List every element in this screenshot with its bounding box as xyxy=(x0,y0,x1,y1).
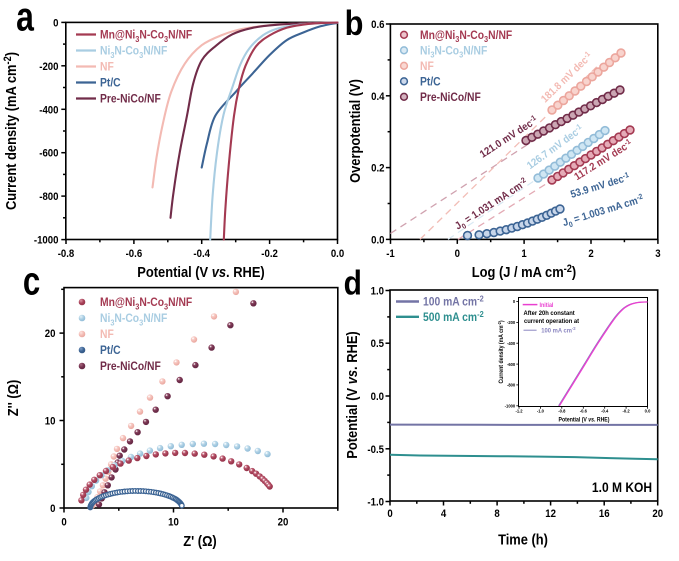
svg-text:Ni3​N-Co3​N/NF: Ni3​N-Co3​N/NF xyxy=(420,45,487,60)
svg-text:b: b xyxy=(345,3,364,42)
svg-text:current operation at: current operation at xyxy=(524,318,580,326)
svg-text:-0.2: -0.2 xyxy=(261,248,278,260)
svg-text:Z'' (Ω): Z'' (Ω) xyxy=(4,380,21,416)
svg-text:-1000: -1000 xyxy=(34,235,59,247)
svg-text:0.6: 0.6 xyxy=(371,19,385,31)
svg-text:-1.0: -1.0 xyxy=(367,497,384,509)
svg-text:Mn@Ni3​N-Co3​N/NF: Mn@Ni3​N-Co3​N/NF xyxy=(100,297,192,312)
svg-text:10: 10 xyxy=(45,416,56,428)
svg-text:Pre-NiCo/NF: Pre-NiCo/NF xyxy=(420,91,481,104)
svg-text:-200: -200 xyxy=(39,61,58,73)
svg-text:-1.0: -1.0 xyxy=(537,408,545,413)
svg-text:-400: -400 xyxy=(507,341,516,346)
svg-text:-0.2: -0.2 xyxy=(623,408,631,413)
svg-text:Pt/C: Pt/C xyxy=(100,77,121,90)
svg-text:Potential (V vs. RHE): Potential (V vs. RHE) xyxy=(137,263,264,280)
svg-text:Pre-NiCo/NF: Pre-NiCo/NF xyxy=(100,361,161,374)
svg-text:1: 1 xyxy=(521,248,527,260)
svg-text:NF: NF xyxy=(100,329,114,342)
svg-text:500 mA cm-2​: 500 mA cm-2​ xyxy=(423,309,484,324)
svg-text:100 mA cm-2​: 100 mA cm-2​ xyxy=(541,326,576,335)
svg-text:Pre-NiCo/NF: Pre-NiCo/NF xyxy=(100,93,161,106)
svg-text:-0.4: -0.4 xyxy=(601,408,609,413)
svg-text:Pt/C: Pt/C xyxy=(420,76,441,89)
svg-text:-1: -1 xyxy=(386,248,395,260)
svg-text:NF: NF xyxy=(100,61,114,74)
svg-text:Current density (mA cm-2​): Current density (mA cm-2​) xyxy=(2,52,19,210)
svg-text:NF: NF xyxy=(420,60,434,73)
svg-text:8: 8 xyxy=(494,508,500,520)
svg-text:Z' (Ω): Z' (Ω) xyxy=(183,532,216,549)
svg-text:1.0: 1.0 xyxy=(371,286,385,298)
svg-text:3: 3 xyxy=(655,248,661,260)
svg-text:-1.2: -1.2 xyxy=(515,408,523,413)
svg-text:Pt/C: Pt/C xyxy=(100,345,121,358)
svg-text:Current density (mA cm-2​): Current density (mA cm-2​) xyxy=(497,320,505,383)
svg-text:4: 4 xyxy=(441,508,447,520)
svg-text:Ni3​N-Co3​N/NF: Ni3​N-Co3​N/NF xyxy=(100,313,167,328)
svg-text:0.4: 0.4 xyxy=(371,91,385,103)
svg-text:-800: -800 xyxy=(507,382,516,387)
svg-text:Mn@Ni3​N-Co3​N/NF: Mn@Ni3​N-Co3​N/NF xyxy=(100,29,192,44)
svg-text:0: 0 xyxy=(513,299,516,304)
svg-text:2: 2 xyxy=(588,248,594,260)
svg-text:Potential (V vs. RHE): Potential (V vs. RHE) xyxy=(343,331,360,458)
svg-text:10: 10 xyxy=(168,517,179,529)
svg-text:1.0 M KOH: 1.0 M KOH xyxy=(592,479,652,495)
svg-text:0: 0 xyxy=(387,508,393,520)
svg-text:Time (h): Time (h) xyxy=(498,531,548,548)
svg-text:-0.6: -0.6 xyxy=(580,408,588,413)
svg-text:0.0: 0.0 xyxy=(371,235,385,247)
svg-text:-600: -600 xyxy=(507,362,516,367)
svg-text:d: d xyxy=(344,264,362,302)
svg-text:16: 16 xyxy=(599,508,610,520)
svg-text:-1000: -1000 xyxy=(505,403,516,408)
svg-text:0: 0 xyxy=(61,517,67,529)
svg-text:0.2: 0.2 xyxy=(371,163,385,175)
svg-text:0.5: 0.5 xyxy=(371,339,385,351)
svg-text:20: 20 xyxy=(278,517,289,529)
svg-text:Ni3​N-Co3​N/NF: Ni3​N-Co3​N/NF xyxy=(100,45,167,60)
svg-text:a: a xyxy=(16,0,34,40)
svg-text:0.0: 0.0 xyxy=(331,248,345,260)
svg-text:0.0: 0.0 xyxy=(645,408,651,413)
svg-text:After 20h constant: After 20h constant xyxy=(524,310,576,318)
svg-text:-0.8: -0.8 xyxy=(558,408,566,413)
svg-text:-0.4: -0.4 xyxy=(193,248,210,260)
svg-text:-0.8: -0.8 xyxy=(58,248,75,260)
svg-text:Overpotential (V): Overpotential (V) xyxy=(346,79,363,183)
svg-text:-800: -800 xyxy=(39,192,58,204)
svg-text:-0.6: -0.6 xyxy=(126,248,143,260)
svg-text:0.0: 0.0 xyxy=(371,391,385,403)
svg-text:-600: -600 xyxy=(39,148,58,160)
svg-text:100 mA cm-2​: 100 mA cm-2​ xyxy=(423,294,484,309)
svg-text:-400: -400 xyxy=(39,105,58,117)
svg-text:Potential (V vs. RHE): Potential (V vs. RHE) xyxy=(559,417,610,423)
svg-text:Initial: Initial xyxy=(540,303,554,309)
svg-text:20: 20 xyxy=(45,329,56,341)
svg-text:c: c xyxy=(23,259,40,304)
svg-text:-200: -200 xyxy=(507,320,516,325)
svg-text:0: 0 xyxy=(50,503,56,515)
svg-text:0: 0 xyxy=(53,18,59,30)
svg-text:Log (J / mA cm-2​): Log (J / mA cm-2​) xyxy=(472,263,576,280)
svg-text:Mn@Ni3​N-Co3​N/NF: Mn@Ni3​N-Co3​N/NF xyxy=(420,29,512,44)
svg-text:0: 0 xyxy=(455,248,461,260)
svg-text:20: 20 xyxy=(652,508,663,520)
svg-text:12: 12 xyxy=(545,508,556,520)
svg-text:-0.5: -0.5 xyxy=(367,444,384,456)
